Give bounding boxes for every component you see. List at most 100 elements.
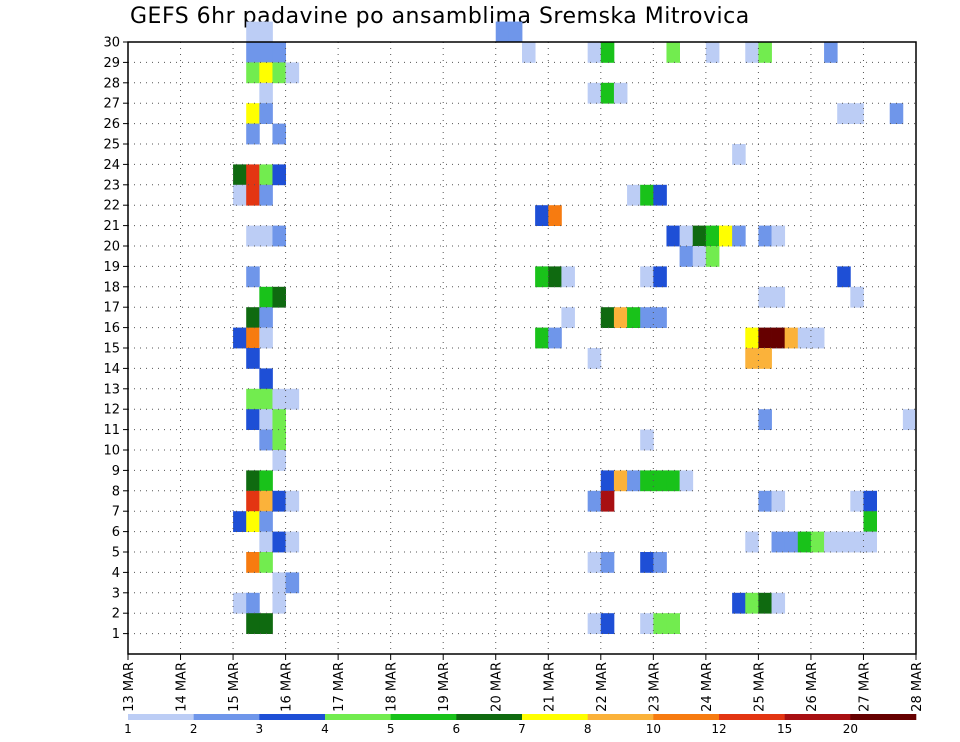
heatmap-cell-m25-15MAR-s1 (246, 123, 260, 145)
heatmap-cell-m30-15MAR-s1 (246, 21, 260, 43)
heatmap-cell-m16-15MAR-s1 (246, 307, 260, 328)
heatmap-cell-m4-21MAR-s3 (587, 552, 602, 573)
heatmap-cell-m20-24MAR-s0 (705, 225, 720, 247)
heatmap-cell-m8-15MAR-s1 (246, 470, 260, 492)
y-tick-label: 21 (103, 219, 120, 234)
heatmap-cell-m23-15MAR-s1 (246, 164, 260, 186)
legend-label: 10 (646, 722, 661, 736)
heatmap-cell-m26-26MAR-s2 (837, 103, 851, 124)
y-tick-label: 10 (103, 444, 120, 459)
heatmap-cell-m17-15MAR-s3 (272, 286, 286, 308)
heatmap-cell-m5-15MAR-s3 (272, 531, 286, 553)
heatmap-cell-m6-15MAR-s2 (259, 511, 273, 532)
legend-swatch (784, 714, 851, 720)
y-tick-label: 23 (103, 178, 120, 193)
heatmap-cell-m22-23MAR-s0 (653, 184, 667, 206)
heatmap-cell-m5-26MAR-s1 (824, 531, 838, 553)
heatmap-cell-m7-25MAR-s0 (758, 490, 772, 512)
heatmap-cell-m7-27MAR-s0 (863, 490, 877, 512)
heatmap-cell-m8-23MAR-s1 (666, 470, 680, 492)
heatmap-cell-m29-25MAR-s0 (758, 42, 772, 63)
y-tick-label: 11 (103, 423, 120, 438)
heatmap-cell-m23-15MAR-s2 (259, 164, 273, 186)
y-tick-label: 19 (103, 260, 120, 275)
heatmap-cell-m15-25MAR-s2 (784, 327, 799, 349)
x-tick-label: 24 MAR (700, 662, 715, 712)
heatmap-cell-m6-27MAR-s0 (863, 511, 877, 532)
heatmap-cell-m27-22MAR-s1 (613, 82, 628, 104)
heatmap-cell-m15-15MAR-s0 (233, 327, 247, 349)
heatmap-cell-m17-26MAR-s3 (850, 286, 864, 308)
heatmap-cell-m18-21MAR-s0 (548, 266, 562, 288)
heatmap-cell-m23-15MAR-s0 (233, 164, 247, 186)
heatmap-cell-m22-22MAR-s2 (627, 184, 641, 206)
heatmap-cell-m10-22MAR-s3 (640, 429, 654, 451)
legend-label: 8 (584, 722, 592, 736)
heatmap-cell-m12-15MAR-s3 (272, 388, 286, 410)
heatmap-cell-m29-24MAR-s3 (745, 42, 759, 63)
heatmap-cell-m18-22MAR-s3 (640, 266, 654, 288)
legend-label: 4 (321, 722, 329, 736)
heatmap-cell-m20-25MAR-s1 (771, 225, 786, 247)
heatmap-cell-m2-24MAR-s3 (745, 592, 759, 614)
heatmap-cell-m2-24MAR-s2 (732, 592, 746, 614)
heatmap-cell-m5-15MAR-s2 (259, 531, 273, 553)
heatmap-cell-m10-15MAR-s3 (272, 429, 286, 451)
heatmap-cell-m5-27MAR-s0 (863, 531, 877, 553)
heatmap-cell-m15-20MAR-s3 (535, 327, 549, 349)
heatmap-cell-m26-26MAR-s3 (850, 103, 864, 124)
heatmap-cell-m5-26MAR-s2 (837, 531, 851, 553)
heatmap-cell-m22-15MAR-s0 (233, 184, 247, 206)
heatmap-cell-m27-22MAR-s0 (600, 82, 615, 104)
heatmap-cell-m14-15MAR-s1 (246, 348, 260, 369)
y-tick-label: 1 (112, 627, 120, 642)
color-legend: 1 2 3 4 5 6 7 8 10 12 15 20 (124, 714, 917, 736)
legend-swatch (719, 714, 785, 720)
heatmap-cell-m18-15MAR-s1 (246, 266, 260, 288)
legend-swatch (456, 714, 523, 720)
heatmap-cell-m2-15MAR-s0 (233, 592, 247, 614)
heatmap-cell-m22-15MAR-s2 (259, 184, 273, 206)
heatmap-cell-m29-24MAR-s0 (705, 42, 720, 63)
heatmap-cell-m26-15MAR-s1 (246, 103, 260, 124)
heatmap-cell-m5-26MAR-s3 (850, 531, 864, 553)
heatmap-cell-m14-24MAR-s3 (745, 348, 759, 369)
x-tick-label: 23 MAR (647, 662, 662, 712)
y-tick-label: 14 (103, 362, 120, 377)
heatmap-cell-m26-15MAR-s2 (259, 103, 273, 124)
heatmap-cell-m18-21MAR-s1 (561, 266, 575, 288)
heatmap-cell-m5-24MAR-s3 (745, 531, 759, 553)
legend-label: 20 (843, 722, 858, 736)
heatmap-cell-m16-22MAR-s3 (640, 307, 654, 328)
legend-label: 7 (518, 722, 526, 736)
heatmap-cell-m8-22MAR-s2 (627, 470, 641, 492)
heatmap-cell-m20-15MAR-s3 (272, 225, 286, 247)
heatmap-cell-m3-15MAR-s3 (272, 572, 286, 594)
heatmap-cell-m9-15MAR-s3 (272, 450, 286, 471)
legend-label: 6 (453, 722, 461, 736)
heatmap-cell-m2-15MAR-s1 (246, 592, 260, 614)
heatmap-cell-m17-25MAR-s1 (771, 286, 786, 308)
heatmap-cell-m20-23MAR-s2 (679, 225, 694, 247)
heatmap-cell-m19-23MAR-s3 (692, 246, 707, 267)
x-tick-label: 25 MAR (752, 662, 767, 712)
x-tick-label: 20 MAR (490, 662, 505, 712)
heatmap-cell-m28-16MAR-s0 (285, 62, 300, 84)
heatmap-cell-m15-25MAR-s3 (797, 327, 812, 349)
x-tick-label: 28 MAR (910, 662, 925, 712)
x-tick-label: 19 MAR (437, 662, 452, 712)
y-tick-label: 27 (103, 97, 120, 112)
heatmap-cell-m7-15MAR-s3 (272, 490, 286, 512)
heatmap-cell-m18-20MAR-s3 (535, 266, 549, 288)
x-tick-label: 27 MAR (857, 662, 872, 712)
x-tick-label: 22 MAR (595, 662, 610, 712)
heatmap-cell-m27-15MAR-s2 (259, 82, 273, 104)
heatmap-cell-m24-24MAR-s2 (732, 144, 746, 165)
x-tick-label: 15 MAR (227, 662, 242, 712)
heatmap-cell-m11-27MAR-s3 (902, 409, 917, 430)
y-tick-label: 13 (103, 382, 120, 397)
heatmap-cell-m8-22MAR-s3 (640, 470, 654, 492)
x-tick-label: 14 MAR (175, 662, 190, 712)
heatmap-cell-m1-21MAR-s3 (587, 613, 602, 634)
y-tick-label: 12 (103, 403, 120, 418)
